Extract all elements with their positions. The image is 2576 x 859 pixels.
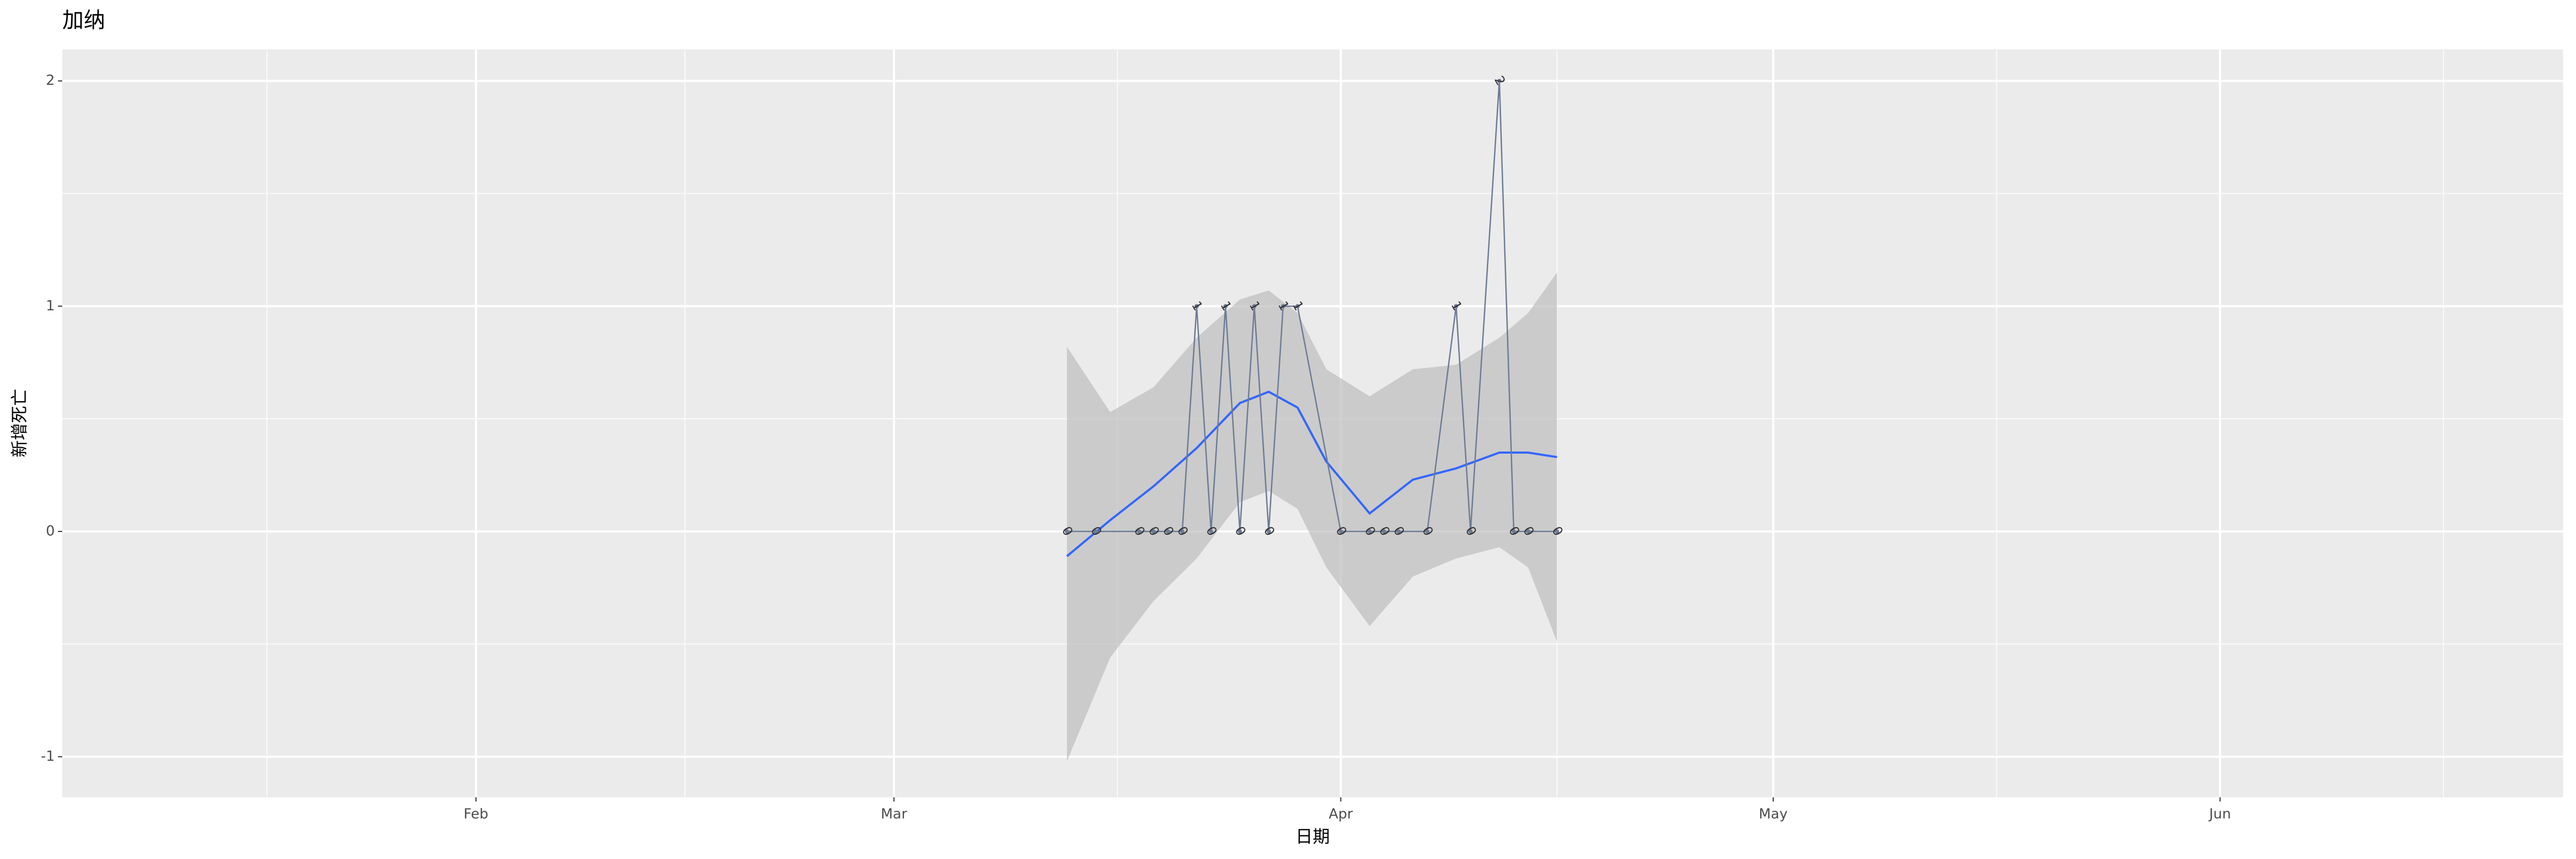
data-point — [1166, 529, 1170, 534]
data-point — [1381, 529, 1386, 534]
data-point — [1137, 529, 1141, 534]
x-tick-label: Apr — [1329, 806, 1353, 822]
data-point — [1267, 529, 1271, 534]
chart-title: 加纳 — [62, 8, 105, 33]
data-point — [1252, 304, 1257, 309]
data-point — [1511, 529, 1516, 534]
x-axis-title: 日期 — [1296, 826, 1330, 847]
x-tick-label: Jun — [2208, 806, 2231, 822]
y-tick-label: 0 — [46, 523, 55, 539]
confidence-band — [1067, 272, 1557, 761]
data-point — [1338, 529, 1343, 534]
data-point — [1367, 529, 1372, 534]
data-point — [1526, 529, 1531, 534]
data-point — [1555, 529, 1560, 534]
data-point — [1295, 304, 1300, 309]
data-point — [1065, 529, 1070, 534]
data-point — [1180, 529, 1184, 534]
data-point — [1194, 304, 1199, 309]
x-tick-label: Feb — [464, 806, 488, 822]
data-point — [1468, 529, 1473, 534]
data-point — [1280, 304, 1285, 309]
data-point — [1238, 529, 1242, 534]
y-axis-title: 新增死亡 — [9, 389, 30, 457]
smooth-line — [1066, 390, 1557, 557]
data-point — [1497, 78, 1502, 83]
x-tick-label: May — [1759, 806, 1788, 822]
y-tick-label: 2 — [46, 72, 55, 89]
data-point — [1209, 529, 1213, 534]
y-tick-label: 1 — [46, 298, 55, 314]
data-point — [1151, 529, 1156, 534]
x-tick-label: Mar — [881, 806, 907, 822]
data-point — [1223, 304, 1228, 309]
data-point — [1454, 304, 1459, 309]
y-tick-label: -1 — [41, 748, 55, 765]
data-point — [1093, 529, 1098, 534]
data-point — [1425, 529, 1430, 534]
data-point — [1396, 529, 1401, 534]
